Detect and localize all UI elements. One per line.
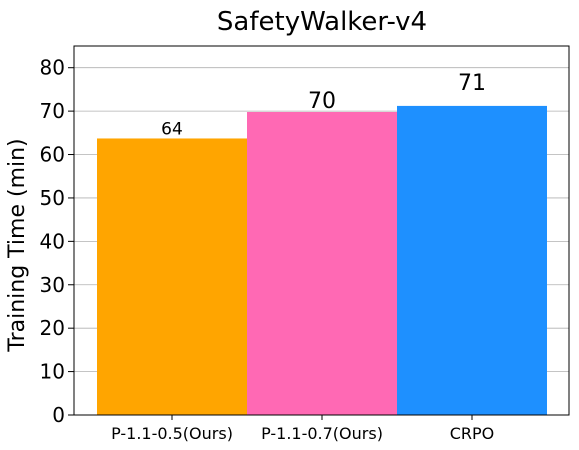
y-tick-label: 20	[40, 316, 65, 340]
y-tick-label: 0	[52, 403, 65, 427]
chart-title: SafetyWalker-v4	[217, 7, 427, 37]
x-tick-label: CRPO	[450, 424, 495, 443]
x-tick-label: P-1.1-0.5(Ours)	[111, 424, 233, 443]
y-tick-label: 10	[40, 360, 65, 384]
y-ticks: 0 10 20 30 40 50 60 70 80	[40, 56, 74, 427]
bar	[397, 105, 547, 415]
data-label: 70	[308, 89, 336, 114]
y-tick-label: 60	[40, 143, 65, 167]
y-tick-label: 50	[40, 186, 65, 210]
x-tick-label: P-1.1-0.7(Ours)	[261, 424, 383, 443]
y-tick-label: 30	[40, 273, 65, 297]
data-labels: 64 70 71	[161, 71, 486, 140]
data-label: 64	[161, 119, 183, 139]
data-label: 71	[458, 71, 486, 96]
bar	[247, 111, 397, 415]
y-tick-label: 80	[40, 56, 65, 80]
y-tick-label: 70	[40, 99, 65, 123]
x-ticks: P-1.1-0.5(Ours) P-1.1-0.7(Ours) CRPO	[111, 415, 494, 443]
bar	[97, 138, 247, 416]
y-tick-label: 40	[40, 229, 65, 253]
bars	[97, 105, 547, 416]
y-axis-label: Training Time (min)	[5, 138, 30, 352]
